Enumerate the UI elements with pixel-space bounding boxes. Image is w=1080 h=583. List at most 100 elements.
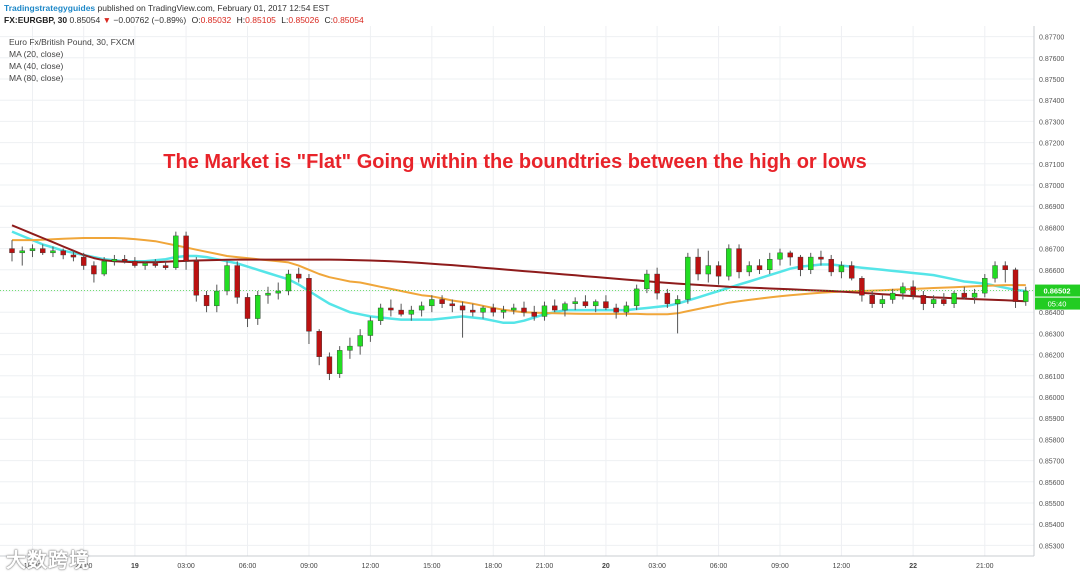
candle-body[interactable] [29, 248, 36, 251]
candle-body[interactable] [705, 265, 712, 275]
candle-body[interactable] [603, 301, 609, 309]
candle-body[interactable] [531, 312, 537, 317]
candle-body[interactable] [818, 256, 824, 260]
candle-body[interactable] [255, 295, 261, 319]
candle-body[interactable] [142, 263, 148, 266]
candle-body[interactable] [869, 295, 875, 304]
candle-body[interactable] [500, 309, 507, 313]
candle-body[interactable] [296, 273, 302, 279]
candle-body[interactable] [736, 248, 742, 273]
candle-body[interactable] [828, 258, 834, 273]
candle-body[interactable] [19, 250, 25, 254]
price-chart[interactable]: 0.87700 0.87600 0.87500 0.87400 0.87300 0.872… [0, 26, 1080, 578]
candle-body[interactable] [101, 261, 107, 275]
candle-body[interactable] [664, 292, 671, 304]
candle-body[interactable] [459, 305, 466, 311]
candle-body[interactable] [726, 248, 732, 277]
candle-body[interactable] [388, 307, 394, 311]
candle-body[interactable] [644, 273, 650, 290]
candle-body[interactable] [50, 250, 56, 254]
candle-body[interactable] [224, 265, 230, 292]
candle-body[interactable] [80, 256, 87, 266]
candle-body[interactable] [1002, 265, 1008, 270]
candle-body[interactable] [613, 307, 619, 313]
candle-body[interactable] [633, 288, 640, 307]
candle-body[interactable] [941, 299, 947, 304]
candle-body[interactable] [961, 292, 968, 298]
candle-body[interactable] [152, 263, 159, 266]
candle-body[interactable] [111, 258, 118, 262]
candle-body[interactable] [162, 265, 169, 268]
candle-body[interactable] [1023, 290, 1029, 302]
candle-body[interactable] [982, 278, 988, 294]
candle-body[interactable] [971, 292, 978, 298]
author-link[interactable]: Tradingstrategyguides [4, 3, 96, 13]
candle-body[interactable] [808, 256, 814, 271]
candle-body[interactable] [60, 250, 66, 256]
candle-body[interactable] [306, 278, 312, 332]
candle-body[interactable] [674, 299, 681, 304]
candle-body[interactable] [173, 235, 179, 268]
candle-body[interactable] [562, 303, 568, 311]
candle-body[interactable] [214, 290, 220, 307]
legend-title[interactable]: Euro Fx/British Pound, 30, FXCM [9, 37, 135, 47]
candle-body[interactable] [244, 297, 251, 319]
candle-body[interactable] [367, 320, 374, 336]
legend-ma80[interactable]: MA (80, close) [9, 73, 64, 83]
legend-ma40[interactable]: MA (40, close) [9, 61, 64, 71]
candle-body[interactable] [470, 309, 476, 313]
candle-body[interactable] [429, 299, 435, 307]
candle-body[interactable] [685, 256, 691, 300]
candle-body[interactable] [930, 299, 937, 304]
candle-body[interactable] [552, 305, 558, 311]
candle-body[interactable] [275, 290, 281, 294]
candle-body[interactable] [582, 301, 589, 307]
candle-body[interactable] [900, 286, 906, 294]
candle-body[interactable] [336, 350, 343, 374]
candle-body[interactable] [511, 307, 517, 311]
candle-body[interactable] [203, 295, 210, 307]
candle-body[interactable] [592, 301, 599, 307]
candle-body[interactable] [418, 305, 425, 311]
candle-body[interactable] [398, 309, 404, 315]
candle-body[interactable] [357, 335, 363, 347]
candle-body[interactable] [521, 307, 527, 313]
candle-body[interactable] [797, 256, 804, 271]
candle-body[interactable] [889, 292, 896, 300]
candle-body[interactable] [480, 307, 486, 313]
candle-body[interactable] [377, 307, 384, 321]
candle-body[interactable] [132, 261, 138, 266]
legend-ma20[interactable]: MA (20, close) [9, 49, 64, 59]
candle-body[interactable] [193, 261, 200, 296]
candle-body[interactable] [121, 258, 128, 262]
candle-body[interactable] [695, 256, 701, 275]
candle-body[interactable] [541, 305, 548, 317]
candle-body[interactable] [439, 299, 445, 304]
candle-body[interactable] [490, 307, 496, 313]
candle-body[interactable] [920, 295, 927, 304]
candle-body[interactable] [848, 265, 855, 279]
candle-body[interactable] [951, 292, 957, 304]
candle-body[interactable] [285, 273, 292, 292]
candle-body[interactable] [316, 331, 322, 357]
candle-body[interactable] [787, 252, 793, 258]
candle-body[interactable] [910, 286, 916, 296]
candle-body[interactable] [756, 265, 763, 270]
candle-body[interactable] [234, 265, 240, 298]
candle-body[interactable] [91, 265, 97, 275]
candle-body[interactable] [859, 278, 865, 296]
candle-body[interactable] [623, 305, 630, 313]
candle-body[interactable] [183, 235, 189, 262]
chart-area[interactable]: 0.87700 0.87600 0.87500 0.87400 0.87300 0.872… [0, 26, 1080, 578]
candle-body[interactable] [572, 301, 578, 304]
candle-body[interactable] [767, 258, 773, 270]
candle-body[interactable] [777, 252, 783, 260]
candle-body[interactable] [326, 356, 333, 374]
candle-body[interactable] [879, 299, 886, 304]
candle-body[interactable] [40, 248, 46, 254]
candle-body[interactable] [992, 265, 998, 279]
candle-body[interactable] [265, 292, 271, 296]
candle-body[interactable] [1012, 269, 1019, 302]
candle-body[interactable] [715, 265, 722, 277]
candle-body[interactable] [449, 303, 456, 307]
